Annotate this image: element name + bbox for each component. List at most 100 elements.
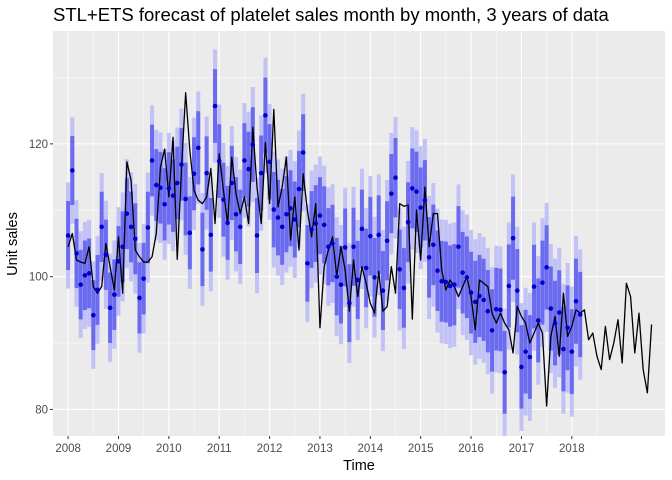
forecast-point (137, 295, 142, 301)
forecast-point (531, 284, 537, 289)
forecast-point (292, 217, 298, 222)
forecast-point (326, 244, 331, 250)
forecast-point (149, 158, 155, 163)
forecast-point (174, 180, 180, 186)
forecast-point (321, 222, 327, 228)
forecast-point (246, 166, 251, 172)
forecast-point (305, 261, 310, 266)
forecast-point (544, 265, 549, 270)
forecast-point (124, 211, 130, 216)
forecast-point (510, 235, 516, 241)
forecast-point (145, 225, 151, 230)
forecast-point (166, 186, 172, 191)
forecast-point (279, 224, 285, 230)
forecast-point (342, 245, 348, 250)
forecast-point (275, 215, 281, 220)
forecast-point (368, 233, 373, 239)
forecast-point (263, 113, 268, 118)
forecast-point (221, 197, 226, 202)
forecast-point (443, 279, 449, 285)
forecast-point (258, 170, 264, 176)
forecast-point (540, 280, 545, 285)
forecast-point (577, 312, 583, 317)
forecast-point (481, 297, 486, 303)
forecast-point (456, 244, 461, 250)
x-tick-label: 2017 (509, 443, 535, 455)
forecast-point (523, 349, 528, 354)
forecast-point (435, 268, 440, 273)
forecast-point (489, 328, 495, 333)
forecast-point (158, 185, 163, 190)
y-tick-label: 100 (29, 272, 48, 284)
forecast-point (254, 233, 260, 238)
forecast-point (103, 252, 109, 258)
forecast-point (430, 242, 436, 248)
forecast-point (422, 198, 428, 203)
forecast-point (179, 162, 184, 167)
forecast-point (506, 283, 512, 289)
forecast-point (389, 191, 394, 196)
forecast-point (330, 241, 335, 246)
forecast-point (242, 158, 247, 163)
forecast-point (78, 282, 84, 287)
forecast-point (237, 224, 243, 230)
forecast-point (493, 306, 499, 312)
forecast-point (128, 224, 134, 230)
forecast-point (347, 300, 352, 306)
forecast-point (569, 349, 575, 354)
forecast-point (267, 159, 272, 165)
forecast-point (414, 189, 419, 194)
forecast-point (250, 142, 256, 147)
x-tick-label: 2016 (458, 443, 484, 455)
x-tick-label: 2014 (358, 443, 384, 455)
forecast-point (170, 193, 176, 198)
actual-line (67, 92, 653, 407)
forecast-point (464, 275, 470, 280)
forecast-point (380, 288, 386, 293)
forecast-point (405, 219, 411, 225)
forecast-point (195, 145, 201, 151)
forecast-point (191, 171, 197, 177)
forecast-point (384, 238, 390, 244)
forecast-point (561, 346, 566, 352)
forecast-point (296, 186, 302, 192)
forecast-point (498, 307, 503, 313)
forecast-point (535, 318, 541, 323)
x-tick-label: 2012 (257, 443, 283, 455)
forecast-point (527, 354, 533, 360)
forecast-point (141, 276, 146, 281)
forecast-point (338, 282, 344, 287)
forecast-point (82, 273, 88, 278)
x-tick-label: 2018 (559, 443, 585, 455)
forecast-point (162, 201, 167, 207)
x-tick-label: 2011 (207, 443, 232, 455)
forecast-point (468, 290, 474, 295)
forecast-point (393, 175, 398, 181)
y-tick-label: 80 (35, 404, 48, 416)
y-tick-label: 120 (29, 139, 48, 151)
forecast-point (418, 205, 424, 210)
forecast-point (95, 287, 100, 293)
forecast-point (502, 369, 507, 375)
y-axis-title: Unit sales (5, 212, 21, 276)
forecast-point (410, 186, 415, 191)
forecast-point (200, 247, 205, 252)
forecast-point (229, 180, 235, 186)
forecast-point (233, 211, 239, 217)
forecast-point (401, 285, 407, 291)
forecast-point (376, 232, 382, 238)
forecast-point (99, 224, 104, 230)
forecast-point (397, 267, 403, 272)
forecast-point (355, 277, 361, 283)
forecast-point (120, 244, 125, 250)
forecast-point (204, 170, 209, 176)
forecast-point (111, 292, 117, 297)
forecast-point (426, 255, 432, 260)
forecast-point (556, 310, 562, 315)
forecast-point (351, 244, 356, 250)
forecast-point (514, 288, 520, 293)
x-tick-label: 2008 (55, 443, 81, 455)
forecast-point (187, 230, 193, 236)
forecast-point (485, 308, 491, 314)
forecast-point (573, 298, 579, 304)
